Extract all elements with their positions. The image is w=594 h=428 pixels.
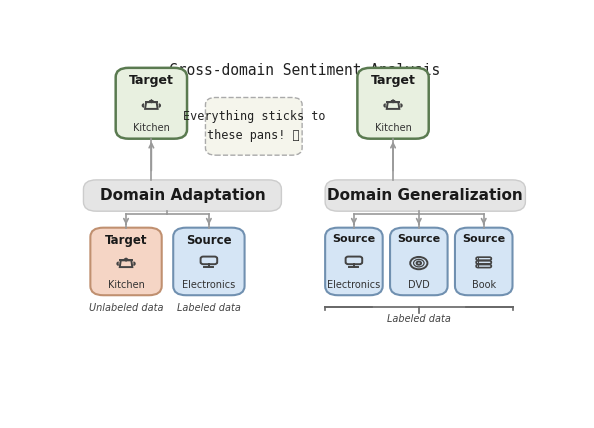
- Text: Source: Source: [397, 234, 440, 244]
- Text: Labeled data: Labeled data: [177, 303, 241, 313]
- FancyBboxPatch shape: [116, 68, 187, 139]
- Text: Target: Target: [371, 74, 415, 87]
- Text: Domain Generalization: Domain Generalization: [327, 188, 523, 203]
- FancyBboxPatch shape: [325, 180, 526, 211]
- FancyBboxPatch shape: [390, 228, 448, 295]
- Text: Domain Adaptation: Domain Adaptation: [100, 188, 266, 203]
- Text: Electronics: Electronics: [182, 280, 236, 290]
- Text: Book: Book: [472, 280, 496, 290]
- Text: Everything sticks to
these pans! 🍪: Everything sticks to these pans! 🍪: [182, 110, 325, 143]
- Text: DVD: DVD: [408, 280, 429, 290]
- Text: Kitchen: Kitchen: [133, 123, 170, 134]
- FancyBboxPatch shape: [173, 228, 245, 295]
- Text: Unlabeled data: Unlabeled data: [89, 303, 163, 313]
- FancyBboxPatch shape: [325, 228, 383, 295]
- Text: Kitchen: Kitchen: [108, 280, 144, 290]
- FancyBboxPatch shape: [206, 98, 302, 155]
- Text: Source: Source: [186, 234, 232, 247]
- FancyBboxPatch shape: [90, 228, 162, 295]
- FancyBboxPatch shape: [83, 180, 282, 211]
- Text: Target: Target: [105, 234, 147, 247]
- Text: Target: Target: [129, 74, 174, 87]
- Text: Source: Source: [333, 234, 375, 244]
- FancyBboxPatch shape: [358, 68, 429, 139]
- Text: Kitchen: Kitchen: [375, 123, 412, 134]
- Text: Cross-domain Sentiment Analysis: Cross-domain Sentiment Analysis: [169, 63, 440, 78]
- Text: Electronics: Electronics: [327, 280, 381, 290]
- Text: Labeled data: Labeled data: [387, 314, 451, 324]
- FancyBboxPatch shape: [455, 228, 513, 295]
- Text: Source: Source: [462, 234, 505, 244]
